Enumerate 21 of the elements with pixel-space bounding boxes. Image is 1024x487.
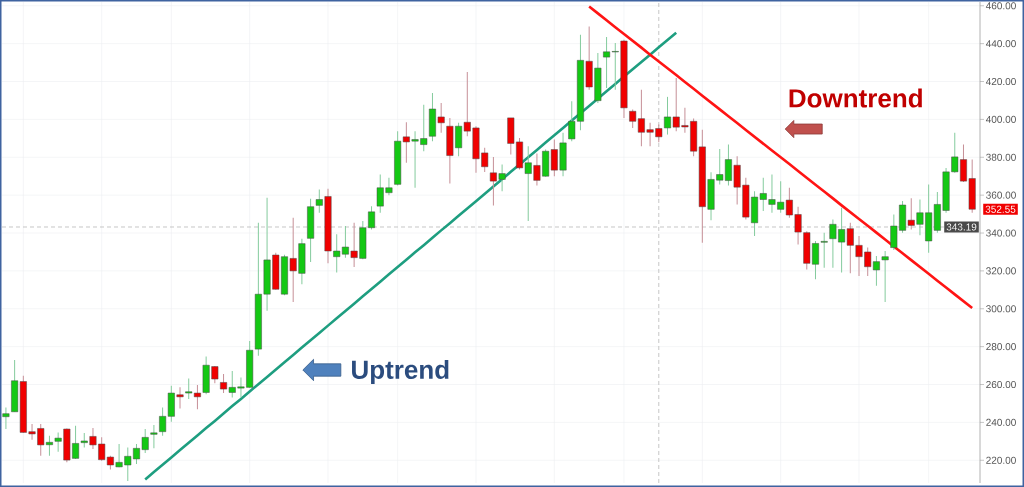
ref-line-label: 343.19 xyxy=(946,223,977,231)
y-tick-label: 260.00 xyxy=(986,380,1016,389)
series-label: Uptrend xyxy=(352,359,449,385)
candlestick xyxy=(2,406,10,430)
y-tick-label: 360.00 xyxy=(986,191,1016,199)
candlestick xyxy=(881,250,889,303)
y-tick-label: 300.00 xyxy=(986,305,1016,313)
series-label: Downtrend xyxy=(789,88,922,108)
y-tick-label: 400.00 xyxy=(985,115,1016,123)
text: 352.55 xyxy=(985,205,1016,213)
y-tick-label: 380.00 xyxy=(986,153,1016,161)
candlestick xyxy=(820,232,828,269)
y-tick-label: 240.00 xyxy=(986,418,1016,426)
y-tick-label: 220.00 xyxy=(986,456,1016,464)
y-tick-label: 440.00 xyxy=(985,40,1016,48)
y-tick-label: 420.00 xyxy=(985,77,1016,86)
y-tick-label: 340.00 xyxy=(986,229,1016,237)
candlestick xyxy=(150,424,158,449)
y-tick-label: 460.00 xyxy=(985,2,1016,10)
y-tick-label: 320.00 xyxy=(986,267,1016,275)
y-tick-label: 280.00 xyxy=(986,343,1016,351)
